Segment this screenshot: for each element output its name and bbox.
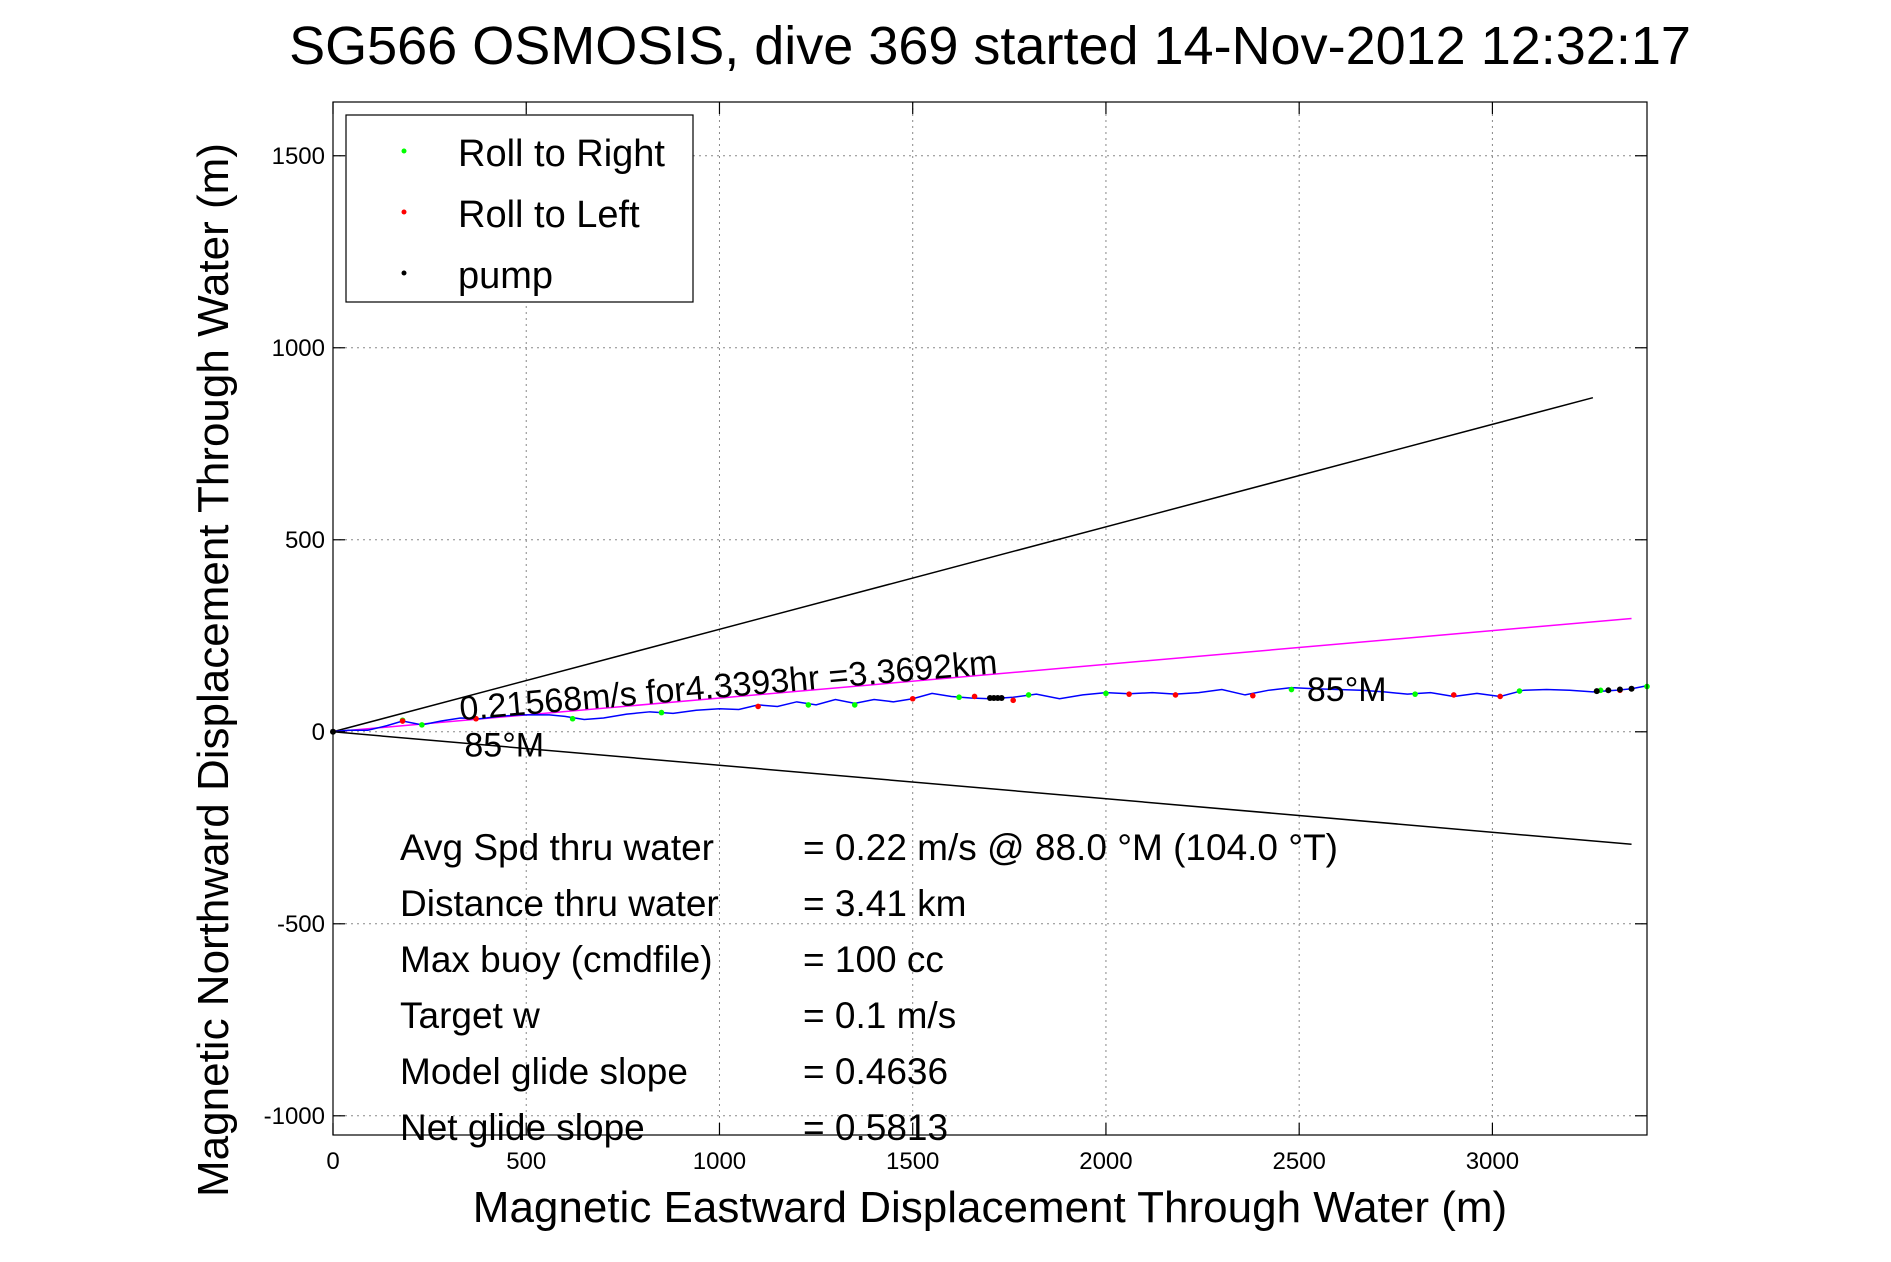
pump-point [1593,688,1600,695]
grid [333,102,1647,1135]
roll-left-point [971,693,978,700]
y-tick-label: -1000 [264,1103,325,1130]
y-axis-label: Magnetic Northward Displacement Through … [189,143,238,1197]
stat-label: Max buoy (cmdfile) [400,939,713,980]
legend-label: Roll to Right [458,133,665,175]
stats-block: Avg Spd thru water = 0.22 m/s @ 88.0 °M (… [400,827,1338,1148]
roll-right-point [1516,688,1523,694]
y-tick-label: 0 [312,719,325,746]
legend-marker-1 [401,209,407,215]
pump-point [1628,685,1635,692]
x-tick-label: 3000 [1466,1148,1519,1175]
roll-left-point [755,703,761,710]
pump-point [1605,687,1612,694]
roll-left-point [1450,692,1457,698]
heading-limit-upper [332,396,1594,733]
y-tick-label: 1500 [272,143,325,170]
roll-left-point [909,695,916,702]
roll-right-point [1025,692,1032,698]
roll-left-point [399,718,406,724]
roll-left-point [1010,697,1016,704]
roll-left-point [473,715,479,722]
stat-value: = 0.1 m/s [803,995,956,1036]
track-line [332,684,1648,733]
roll-left-point [1497,693,1503,700]
ticks: 0 500 1000 1500 2000 2500 3000 -1000 -500 0 500 100… [264,102,1647,1175]
roll-right-point [851,702,858,708]
legend: Roll to Right Roll to Left pump [345,114,694,303]
x-axis-label: Magnetic Eastward Displacement Through W… [473,1183,1507,1232]
legend-label: pump [458,255,553,297]
stat-value: = 0.5813 [803,1107,948,1148]
stat-label: Avg Spd thru water [400,827,714,868]
x-tick-label: 500 [506,1148,546,1175]
reference-lines [332,396,1632,846]
pump-point [1616,686,1623,693]
markers-group [330,683,1650,735]
roll-right-point [569,715,576,722]
roll-right-point [1288,686,1295,693]
pump-point [998,694,1005,701]
y-tick-label: 500 [285,527,325,554]
heading-label-lower: 85°M [464,727,544,765]
stat-label: Distance thru water [400,883,719,924]
heading-limit-lower [332,731,1632,846]
roll-right-point [956,694,962,701]
x-tick-label: 2500 [1272,1148,1325,1175]
y-tick-label: -500 [277,911,325,938]
roll-right-point [419,722,425,728]
roll-right-point [805,702,812,708]
legend-marker-2 [401,270,407,276]
stat-value: = 100 cc [803,939,944,980]
track-group [332,684,1648,733]
legend-label: Roll to Left [458,194,640,236]
stat-value: = 0.4636 [803,1051,948,1092]
chart-title: SG566 OSMOSIS, dive 369 started 14-Nov-2… [289,16,1691,76]
stat-label: Target w [400,995,540,1036]
legend-marker-0 [401,148,407,154]
stat-label: Net glide slope [400,1107,645,1148]
roll-right-point [1103,690,1109,697]
x-tick-label: 2000 [1079,1148,1132,1175]
heading-label-upper: 85°M [1307,671,1387,709]
roll-right-point [658,709,665,716]
x-tick-label: 1000 [693,1148,746,1175]
roll-left-point [1172,692,1179,698]
x-tick-label: 1500 [886,1148,939,1175]
roll-left-point [1126,691,1132,697]
stat-value: = 3.41 km [803,883,967,924]
stat-label: Model glide slope [400,1051,688,1092]
y-tick-label: 1000 [272,335,325,362]
roll-right-point [1412,691,1418,697]
x-tick-label: 0 [326,1148,339,1175]
average-heading [332,617,1632,733]
roll-left-point [1250,692,1256,699]
stat-value: = 0.22 m/s @ 88.0 °M (104.0 °T) [803,827,1338,868]
plot-frame [332,101,1648,1136]
